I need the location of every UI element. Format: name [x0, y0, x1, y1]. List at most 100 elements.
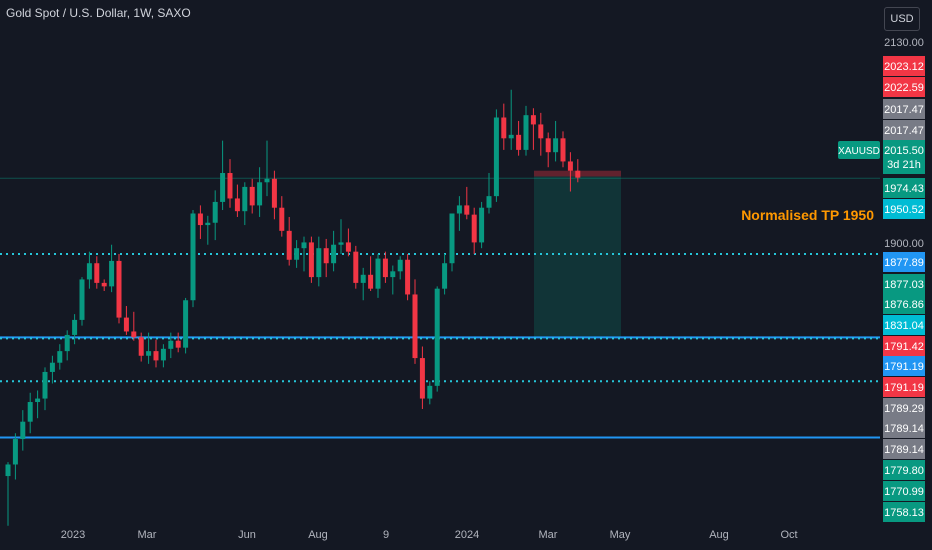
candle-body — [160, 348, 166, 361]
price-badge — [883, 99, 925, 119]
candle-body — [109, 260, 115, 287]
countdown-label: 3d 21h — [887, 159, 921, 171]
price-badge — [883, 398, 925, 418]
candle-body — [249, 186, 255, 206]
candle-body — [360, 274, 366, 283]
symbol-tag — [838, 141, 880, 159]
candle-body — [530, 115, 536, 125]
price-label: 2015.50 — [884, 145, 924, 157]
price-label: 1900.00 — [884, 238, 924, 250]
candle-body — [138, 337, 144, 356]
candle-body — [456, 205, 462, 214]
price-label: 1791.19 — [884, 382, 924, 394]
candle-body — [323, 248, 329, 264]
candle-body — [64, 334, 70, 352]
price-label: 1791.42 — [884, 341, 924, 353]
price-badge — [883, 294, 925, 314]
candle-body — [279, 207, 285, 231]
candle-body — [175, 340, 181, 348]
price-badge — [883, 120, 925, 140]
price-badge — [883, 56, 925, 76]
candle-body — [227, 173, 233, 199]
candle-body — [449, 213, 455, 264]
candle-body — [234, 198, 240, 212]
candle-body — [27, 402, 33, 422]
price-label: 1789.14 — [884, 444, 924, 456]
x-tick-label: Mar — [138, 529, 157, 541]
candle-body — [486, 196, 492, 208]
price-badge — [883, 77, 925, 97]
candle-body — [434, 288, 440, 386]
x-tick-label: Aug — [308, 529, 328, 541]
candle-body — [5, 464, 11, 477]
candle-body — [479, 207, 485, 243]
price-badge — [883, 481, 925, 501]
candle-body — [412, 294, 418, 359]
price-label: 1779.80 — [884, 465, 924, 477]
price-badge — [883, 356, 925, 376]
candle-body — [101, 282, 107, 287]
price-label: 2022.59 — [884, 82, 924, 94]
price-label: 1877.03 — [884, 279, 924, 291]
x-tick-label: 9 — [383, 529, 389, 541]
candle-body — [153, 351, 159, 361]
price-badge — [883, 140, 925, 174]
candle-body — [146, 351, 152, 356]
price-badge — [883, 274, 925, 294]
candle-body — [545, 138, 551, 153]
candle-body — [35, 398, 41, 403]
candle-body — [72, 319, 78, 335]
price-label: 2017.47 — [884, 104, 924, 116]
candle-body — [419, 358, 425, 399]
price-label: 1789.14 — [884, 423, 924, 435]
candle-body — [308, 242, 314, 278]
price-badge — [883, 178, 925, 198]
price-badge — [883, 252, 925, 272]
candle-body — [538, 124, 544, 139]
candle-body — [405, 259, 411, 295]
candle-body — [286, 230, 292, 260]
candle-body — [523, 115, 529, 150]
price-badge — [883, 439, 925, 459]
price-badge — [883, 377, 925, 397]
candle-body — [338, 242, 344, 245]
candle-body — [508, 134, 514, 139]
price-label: 1877.89 — [884, 257, 924, 269]
candle-body — [560, 138, 566, 162]
candle-body — [168, 340, 174, 349]
candle-body — [353, 251, 359, 283]
candle-body — [382, 258, 388, 278]
candle-body — [316, 248, 322, 278]
candle-body — [12, 439, 18, 465]
candle-body — [79, 279, 85, 320]
x-tick-label: 2023 — [61, 529, 85, 541]
candle-body — [375, 258, 381, 289]
candle-body — [493, 117, 499, 197]
symbol-title: Gold Spot / U.S. Dollar, 1W, SAXO — [6, 6, 191, 20]
candle-body — [190, 213, 196, 301]
candle-body — [567, 161, 573, 171]
position-target-zone — [534, 176, 621, 338]
price-label: 1770.99 — [884, 486, 924, 498]
price-badge — [883, 502, 925, 522]
price-badge — [883, 460, 925, 480]
price-label: 2130.00 — [884, 37, 924, 49]
candle-body — [464, 205, 470, 215]
price-badge — [883, 199, 925, 219]
candle-body — [257, 182, 263, 206]
candle-body — [301, 242, 307, 249]
price-label: 1950.52 — [884, 204, 924, 216]
x-tick-label: Aug — [709, 529, 729, 541]
candle-body — [397, 259, 403, 272]
currency-button[interactable]: USD — [884, 7, 920, 31]
candle-body — [294, 248, 300, 260]
price-label: 1789.29 — [884, 403, 924, 415]
candle-body — [205, 222, 211, 226]
candle-body — [20, 421, 26, 440]
candle-body — [471, 214, 477, 243]
price-label: 1831.04 — [884, 320, 924, 332]
price-label: 1791.19 — [884, 361, 924, 373]
candle-body — [123, 317, 129, 332]
candle-body — [390, 271, 396, 278]
